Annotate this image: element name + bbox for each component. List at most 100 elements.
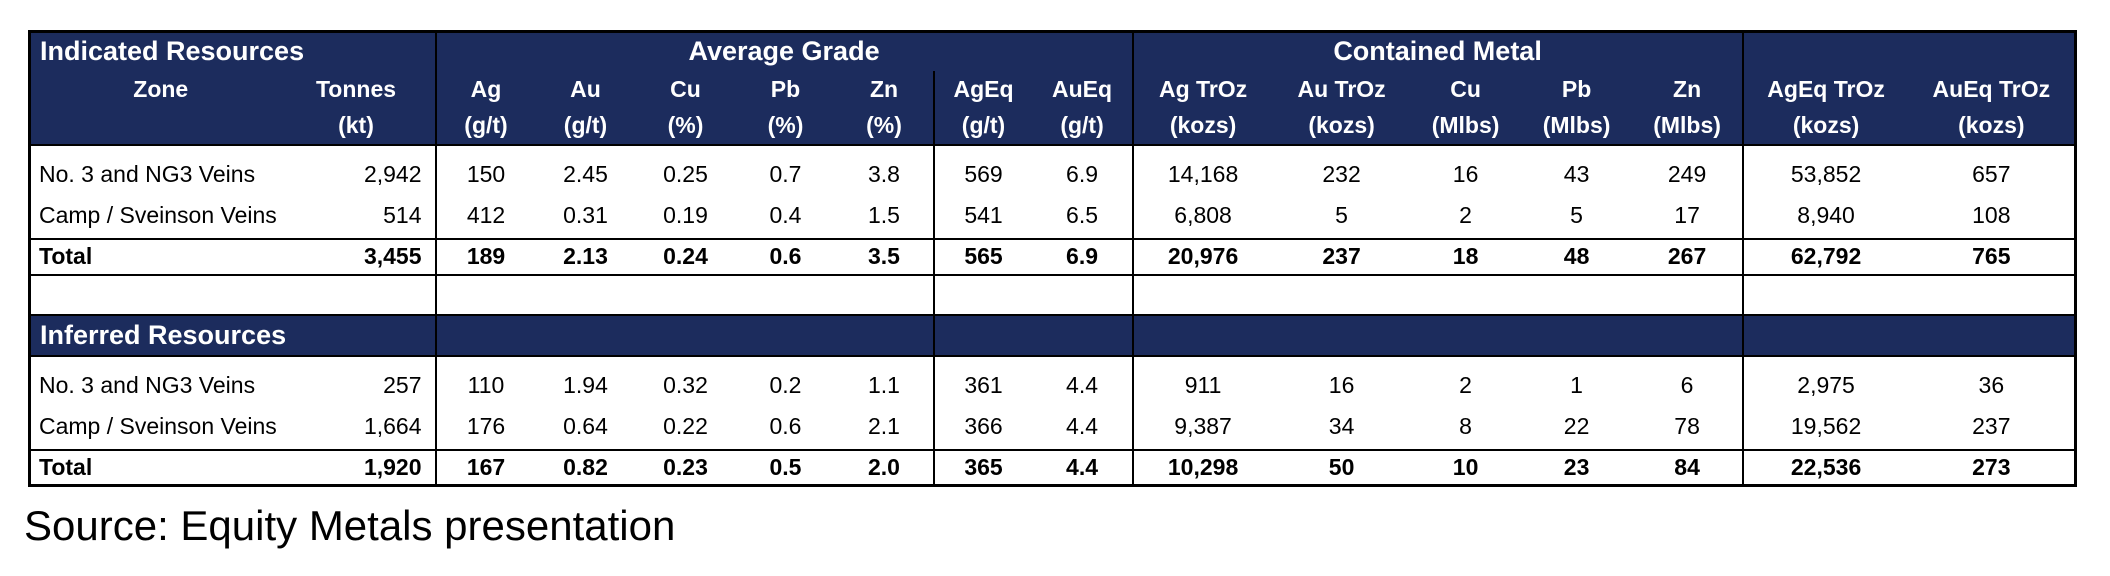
col-header-cu-mlbs: Cu bbox=[1410, 70, 1521, 108]
cell-aueq-troz: 237 bbox=[1972, 413, 2011, 439]
cell-ageq-troz: 22,536 bbox=[1742, 448, 1909, 487]
header-name-row: Zone Tonnes Ag Au Cu Pb Zn AgEq AuEq Ag … bbox=[29, 70, 2076, 108]
table-row: No. 3 and NG3 Veins 257 110 1.94 0.32 0.… bbox=[30, 355, 2076, 405]
col-header-aueq-troz: AuEq TrOz bbox=[1908, 70, 2076, 108]
cell-aueq-troz: 108 bbox=[1972, 202, 2011, 228]
cell-tonnes: 514 bbox=[285, 193, 437, 239]
cell-ag: 167 bbox=[435, 448, 536, 487]
section-title-inferred: Inferred Resources bbox=[29, 313, 437, 357]
col-header-cu: Cu bbox=[635, 70, 736, 108]
cell-pb-mlbs: 23 bbox=[1520, 448, 1633, 487]
unit-header-ag: (g/t) bbox=[435, 107, 536, 146]
cell-aueq: 4.4 bbox=[1032, 355, 1134, 405]
unit-header-ageq: (g/t) bbox=[933, 107, 1033, 146]
unit-header-cu-mlbs: (Mlbs) bbox=[1410, 107, 1521, 146]
section-band-cell bbox=[435, 313, 935, 357]
col-header-ageq: AgEq bbox=[933, 70, 1033, 108]
cell-au: 0.82 bbox=[535, 448, 636, 487]
cell-au-troz: 232 bbox=[1322, 160, 1361, 187]
spacer-cell bbox=[1132, 274, 1744, 315]
section-band-cell bbox=[933, 313, 1134, 357]
cell-zn: 3.5 bbox=[835, 237, 935, 276]
cell-zone: No. 3 and NG3 Veins bbox=[39, 371, 256, 398]
cell-ageq-troz: 19,562 bbox=[1790, 413, 1862, 439]
cell-pb: 0.6 bbox=[735, 237, 836, 276]
table-row: Camp / Sveinson Veins 1,664 176 0.64 0.2… bbox=[30, 404, 2076, 450]
cell-zn: 2.0 bbox=[835, 448, 935, 487]
unit-header-cu: (%) bbox=[635, 107, 736, 146]
cell-aueq: 6.5 bbox=[1032, 193, 1134, 239]
cell-ag-troz: 9,387 bbox=[1174, 413, 1232, 439]
table-body: No. 3 and NG3 Veins 2,942 150 2.45 0.25 … bbox=[29, 144, 2076, 487]
total-row: Total 1,920 167 0.82 0.23 0.5 2.0 365 4.… bbox=[29, 448, 2076, 487]
cell-au: 0.64 bbox=[563, 413, 608, 439]
cell-zn-mlbs: 249 bbox=[1632, 144, 1744, 194]
cell-zone: Camp / Sveinson Veins bbox=[39, 413, 277, 439]
cell-pb-mlbs: 1 bbox=[1570, 371, 1583, 398]
cell-aueq-troz: 657 bbox=[1972, 160, 2011, 187]
cell-cu-mlbs: 2 bbox=[1459, 371, 1472, 398]
col-header-pb-mlbs: Pb bbox=[1520, 70, 1633, 108]
cell-aueq-troz: 273 bbox=[1908, 448, 2076, 487]
cell-zone: Total bbox=[29, 448, 286, 487]
cell-cu: 0.22 bbox=[663, 413, 708, 439]
cell-cu-mlbs: 2 bbox=[1459, 202, 1472, 228]
col-header-ag: Ag bbox=[435, 70, 536, 108]
unit-header-pb-mlbs: (Mlbs) bbox=[1520, 107, 1633, 146]
cell-zn-mlbs: 17 bbox=[1632, 193, 1744, 239]
cell-cu: 0.25 bbox=[663, 160, 708, 187]
unit-header-tonnes: (kt) bbox=[285, 107, 437, 146]
cell-zone: Total bbox=[29, 237, 286, 276]
col-header-zn: Zn bbox=[835, 70, 935, 108]
cell-zone: Camp / Sveinson Veins bbox=[39, 202, 277, 228]
cell-ageq: 366 bbox=[964, 413, 1003, 439]
section-band-cell bbox=[1742, 313, 2076, 357]
source-note: Source: Equity Metals presentation bbox=[24, 502, 676, 549]
section-band-inferred: Inferred Resources bbox=[29, 313, 2076, 357]
group-header-equivalent-blank bbox=[1742, 31, 2076, 71]
col-header-zn-mlbs: Zn bbox=[1632, 70, 1744, 108]
cell-ageq-troz: 62,792 bbox=[1742, 237, 1909, 276]
cell-au-troz: 50 bbox=[1272, 448, 1411, 487]
cell-ag-troz: 14,168 bbox=[1167, 160, 1239, 187]
cell-ag: 189 bbox=[435, 237, 536, 276]
cell-ag: 150 bbox=[466, 160, 506, 187]
cell-aueq-troz: 765 bbox=[1908, 237, 2076, 276]
cell-cu: 0.32 bbox=[663, 371, 708, 398]
group-header-average-grade: Average Grade bbox=[435, 31, 1134, 71]
cell-pb: 0.4 bbox=[769, 202, 802, 228]
cell-ageq: 565 bbox=[933, 237, 1033, 276]
col-header-tonnes: Tonnes bbox=[285, 70, 437, 108]
cell-ageq-troz: 8,940 bbox=[1797, 202, 1855, 228]
cell-cu: 0.19 bbox=[663, 202, 708, 228]
header-group-row: Indicated Resources Average Grade Contai… bbox=[29, 31, 2076, 71]
cell-au-troz: 16 bbox=[1328, 371, 1355, 398]
cell-zn-mlbs: 6 bbox=[1632, 355, 1744, 405]
cell-tonnes: 2,942 bbox=[285, 144, 437, 194]
cell-tonnes: 1,920 bbox=[285, 448, 437, 487]
cell-zn-mlbs: 84 bbox=[1632, 448, 1744, 487]
cell-ageq-troz: 2,975 bbox=[1797, 371, 1855, 398]
spacer-cell bbox=[1742, 274, 2076, 315]
cell-au-troz: 5 bbox=[1335, 202, 1348, 228]
cell-ag: 176 bbox=[466, 413, 506, 439]
cell-cu: 0.23 bbox=[635, 448, 736, 487]
unit-header-ageq-troz: (kozs) bbox=[1742, 107, 1909, 146]
cell-au: 2.45 bbox=[563, 160, 608, 187]
unit-header-au-troz: (kozs) bbox=[1272, 107, 1411, 146]
cell-pb-mlbs: 22 bbox=[1563, 413, 1590, 439]
cell-pb: 0.6 bbox=[769, 413, 802, 439]
cell-cu-mlbs: 16 bbox=[1452, 160, 1479, 187]
col-header-ageq-troz: AgEq TrOz bbox=[1742, 70, 1909, 108]
cell-ageq: 541 bbox=[964, 202, 1003, 228]
cell-zn-mlbs: 267 bbox=[1632, 237, 1744, 276]
header-unit-row: (kt) (g/t) (g/t) (%) (%) (%) (g/t) (g/t)… bbox=[29, 107, 2076, 146]
unit-header-pb: (%) bbox=[735, 107, 836, 146]
cell-zn: 1.1 bbox=[835, 355, 935, 405]
cell-aueq: 4.4 bbox=[1032, 448, 1134, 487]
cell-pb-mlbs: 43 bbox=[1563, 160, 1590, 187]
cell-aueq: 6.9 bbox=[1032, 237, 1134, 276]
spacer-cell bbox=[933, 274, 1134, 315]
table-row: No. 3 and NG3 Veins 2,942 150 2.45 0.25 … bbox=[30, 144, 2076, 194]
